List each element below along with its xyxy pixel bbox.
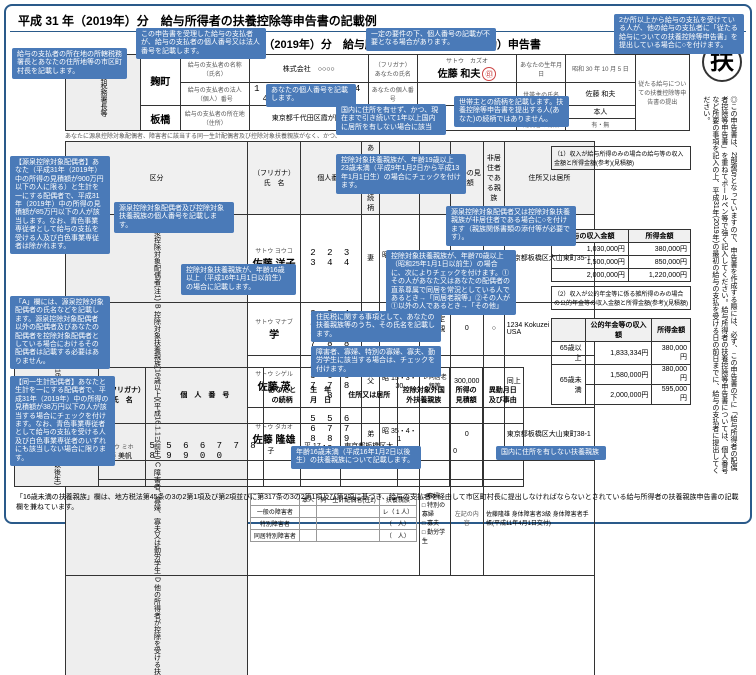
- annotation-16: 障害者、寡婦、特別の寡婦、寡夫、勤労学生に該当する場合は、チェックを付けます。: [311, 346, 441, 377]
- cat-d: D 他の所得者が控除を受ける扶養親族等: [66, 575, 248, 675]
- form-container: 平成 31 年（2019年）分 給与所得者の扶養控除等申告書の記載例 この申告書…: [4, 4, 752, 524]
- annotation-14: 控除対象扶養親族が、年齢70歳以上（昭和25年1月1日以前生）の場合に、次により…: [386, 250, 516, 315]
- side-note-box-2: （2）収入が公的年金等に係る雑所得のみの場合の公的年金等の収入金額と所得金額(参…: [551, 286, 691, 310]
- annotation-2: 一定の要件の下、個人番号の記載が不要となる場合があります。: [366, 28, 496, 51]
- birth-label: あなたの生年月日: [516, 55, 565, 83]
- col-nonres: 非居住者である親族: [484, 142, 505, 215]
- annotation-15: 住民税に関する事項として、あなたの扶養親族等のうち、その氏名を記載します。: [311, 311, 441, 342]
- annotation-19: 国内に住所を有しない扶養親族: [496, 446, 606, 460]
- side-note-box: （1）収入が給与所得のみの場合の給与等の収入金額と所得金額(参考)(見積額): [551, 146, 691, 170]
- seal-icon: ㊞: [482, 67, 496, 81]
- side-note: 従たる給与についての扶養控除等申告書の提出: [635, 55, 689, 131]
- vertical-instructions: ◎この申告書は、2部複写となっていますので、申告書を作成する際には、必ず、この申…: [702, 96, 738, 476]
- birth-value: 昭和 30 年 10 月 5 日: [566, 55, 635, 83]
- annotation-11: 源泉控除対象配偶者又は控除対象扶養親族が非居住者である場合に○を付けます（親族関…: [446, 206, 576, 246]
- tax-office: 麹町: [141, 55, 181, 106]
- annotation-6: 国内に住所を有せず、かつ、現在まで引き続いて1年以上国内に居所を有しない場合に該…: [336, 104, 446, 135]
- annotation-9: 源泉控除対象配偶者及び控除対象扶養親族の個人番号を記載します。: [114, 202, 234, 233]
- annotation-4: 給与の支払者の所在地の所轄税務署長とあなたの住所地等の市区町村長を記載します。: [12, 48, 127, 79]
- furigana-label: （フリガナ）: [375, 63, 411, 69]
- annotation-17: 【同一生計配偶者】あなたと生計を一にする配偶者で、平成31年（2019年）中の所…: [10, 376, 115, 466]
- payer-addr-label: 給与の支払者の所在地（住所）: [180, 106, 249, 131]
- relation: 本人: [566, 106, 635, 119]
- annotation-7: 世帯主との続柄を記載します。扶養控除等申告書を提出する人(あなた)の続柄ではあり…: [454, 96, 569, 127]
- payer-num-label: 給与の支払者の法人（個人）番号: [180, 83, 249, 106]
- annotation-8: 【源泉控除対象配偶者】あなた（平成31年（2019年）中の所得の見積額が900万…: [10, 156, 110, 254]
- name-label: あなたの氏名: [375, 72, 411, 78]
- footnote: 「16歳未満の扶養親族」欄は、地方税法第45条の3の2第1項及び第2項並びに第3…: [14, 490, 742, 514]
- annotation-12: 「A」欄には、源泉控除対象配偶者の氏名などを記載します。源泉控除対象配偶者以外の…: [10, 296, 110, 369]
- annotation-3: 2か所以上から給与の支払を受けている人が、他の給与の支払者に「従たる給与について…: [614, 14, 744, 54]
- applicant-name: 佐藤 和夫: [438, 69, 481, 80]
- col-name: （フリガナ）氏 名: [248, 142, 301, 215]
- annotation-18: 年齢16歳未満（平成16年1月2日以後生）の扶養親族について記載します。: [291, 446, 421, 469]
- annotation-13: 控除対象扶養親族が、年齢16歳以上（平成16年1月1日以前生）の場合に記載します…: [181, 264, 296, 295]
- company-name: 株式会社 ○○○○: [249, 55, 368, 83]
- ward: 板橋: [141, 106, 181, 131]
- annotation-1: この申告書を受理した給与の支払者が、給与の支払者の個人番号又は法人番号を記載しま…: [136, 28, 266, 59]
- head-name: 佐藤 和夫: [566, 83, 635, 106]
- annotation-10: 控除対象扶養親族が、年齢19歳以上23歳未満（平成9年1月2日から平成13年1月…: [336, 154, 466, 194]
- row-d: D 他の所得者が控除を受ける扶養親族等: [66, 575, 595, 675]
- applicant-furigana: サトウ カズオ: [446, 59, 488, 65]
